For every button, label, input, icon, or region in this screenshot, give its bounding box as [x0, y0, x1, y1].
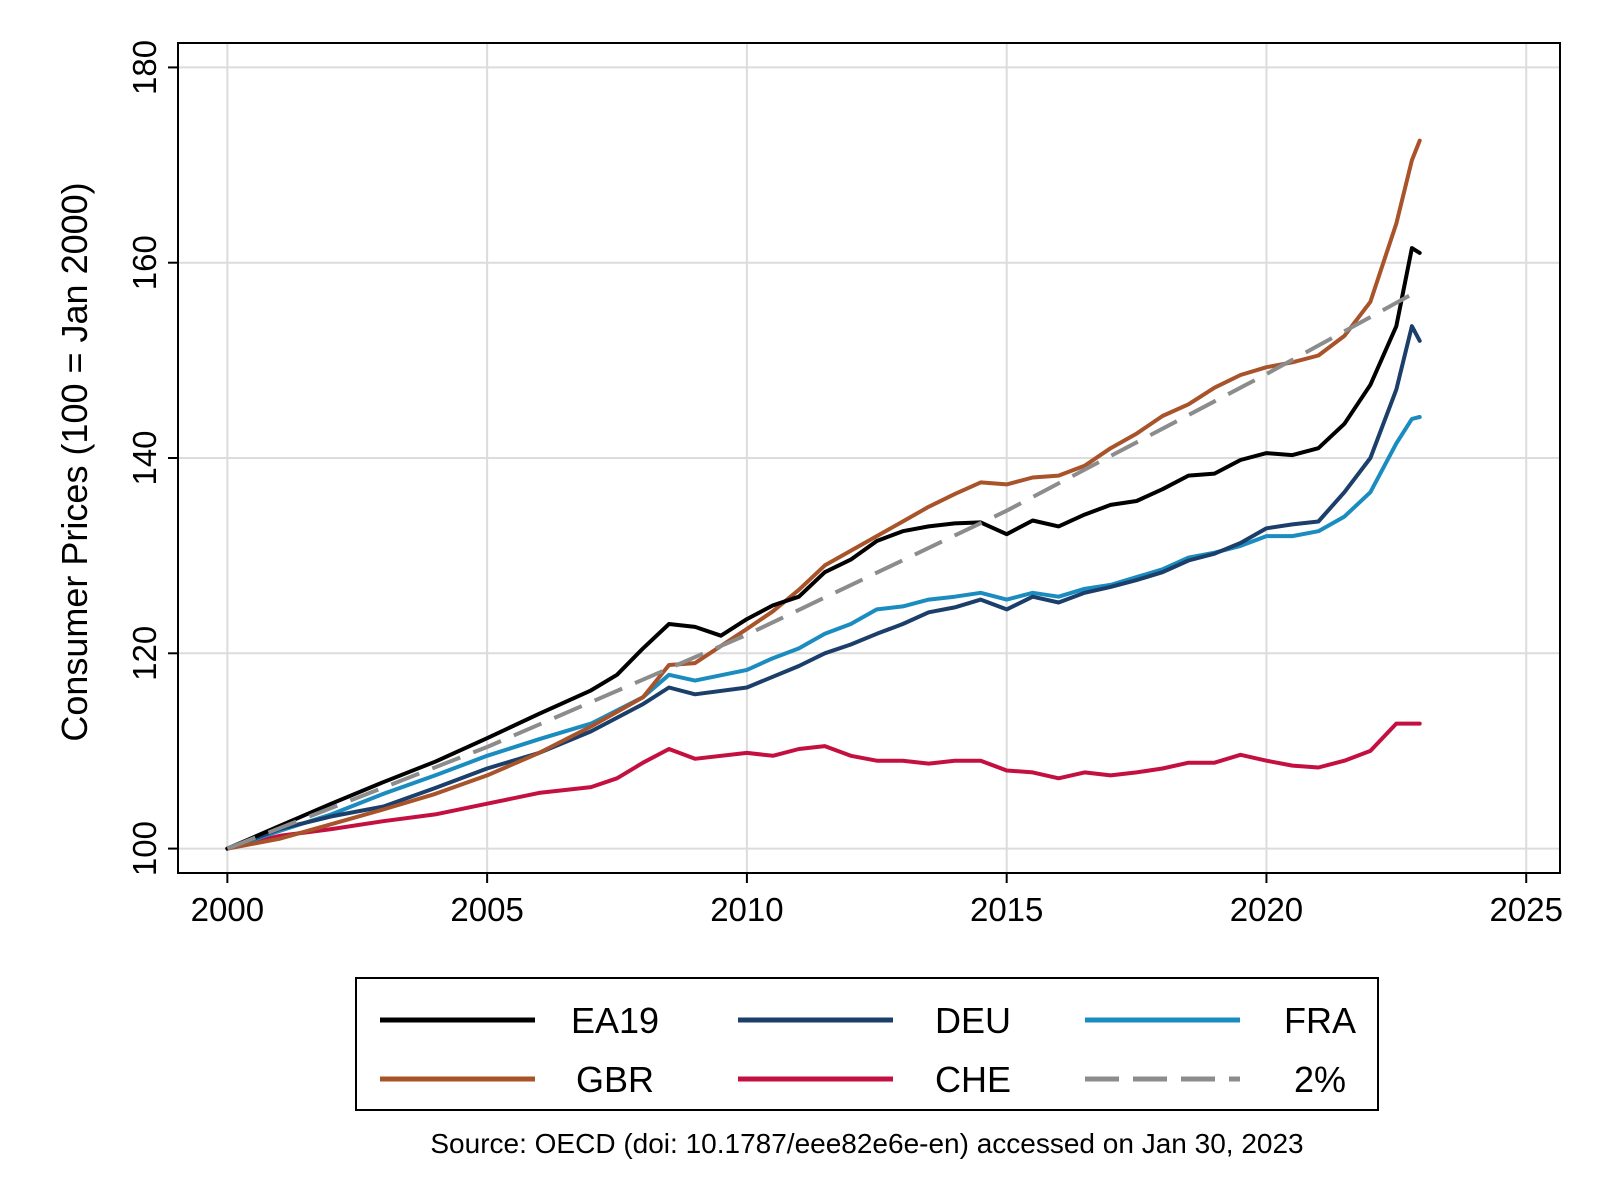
legend-label: DEU	[935, 1000, 1011, 1041]
x-tick-label: 2005	[450, 891, 523, 928]
y-tick-label: 140	[126, 430, 163, 485]
x-axis-ticks: 2000 2005 2010 2015 2020 2025	[191, 873, 1563, 928]
series-line-che	[225, 721, 1422, 851]
x-tick-label: 2015	[970, 891, 1043, 928]
y-tick-label: 120	[126, 626, 163, 681]
series-line-ea19	[225, 246, 1422, 851]
legend-label: CHE	[935, 1059, 1011, 1100]
series-line-2pct	[226, 288, 1421, 851]
y-axis-ticks: 100 120 140 160 180	[126, 40, 178, 876]
legend-label: GBR	[576, 1059, 654, 1100]
y-tick-label: 160	[126, 235, 163, 290]
source-note: Source: OECD (doi: 10.1787/eee82e6e-en) …	[430, 1128, 1303, 1159]
legend-label: 2%	[1294, 1059, 1346, 1100]
series-line-gbr	[225, 138, 1422, 851]
legend-label: EA19	[571, 1000, 659, 1041]
legend-box	[355, 977, 1379, 1111]
y-tick-label: 100	[126, 821, 163, 876]
y-axis-title: Consumer Prices (100 = Jan 2000)	[54, 182, 95, 741]
legend-label: FRA	[1284, 1000, 1356, 1041]
grid-lines	[178, 43, 1560, 873]
series-line-fra	[225, 415, 1422, 851]
x-tick-label: 2020	[1230, 891, 1303, 928]
x-tick-label: 2025	[1490, 891, 1563, 928]
legend: EA19 DEU FRA GBR CHE 2%	[355, 977, 1379, 1111]
series-line-deu	[225, 324, 1422, 851]
x-tick-label: 2010	[710, 891, 783, 928]
y-tick-label: 180	[126, 40, 163, 95]
x-tick-label: 2000	[191, 891, 264, 928]
series-layer	[225, 138, 1422, 851]
